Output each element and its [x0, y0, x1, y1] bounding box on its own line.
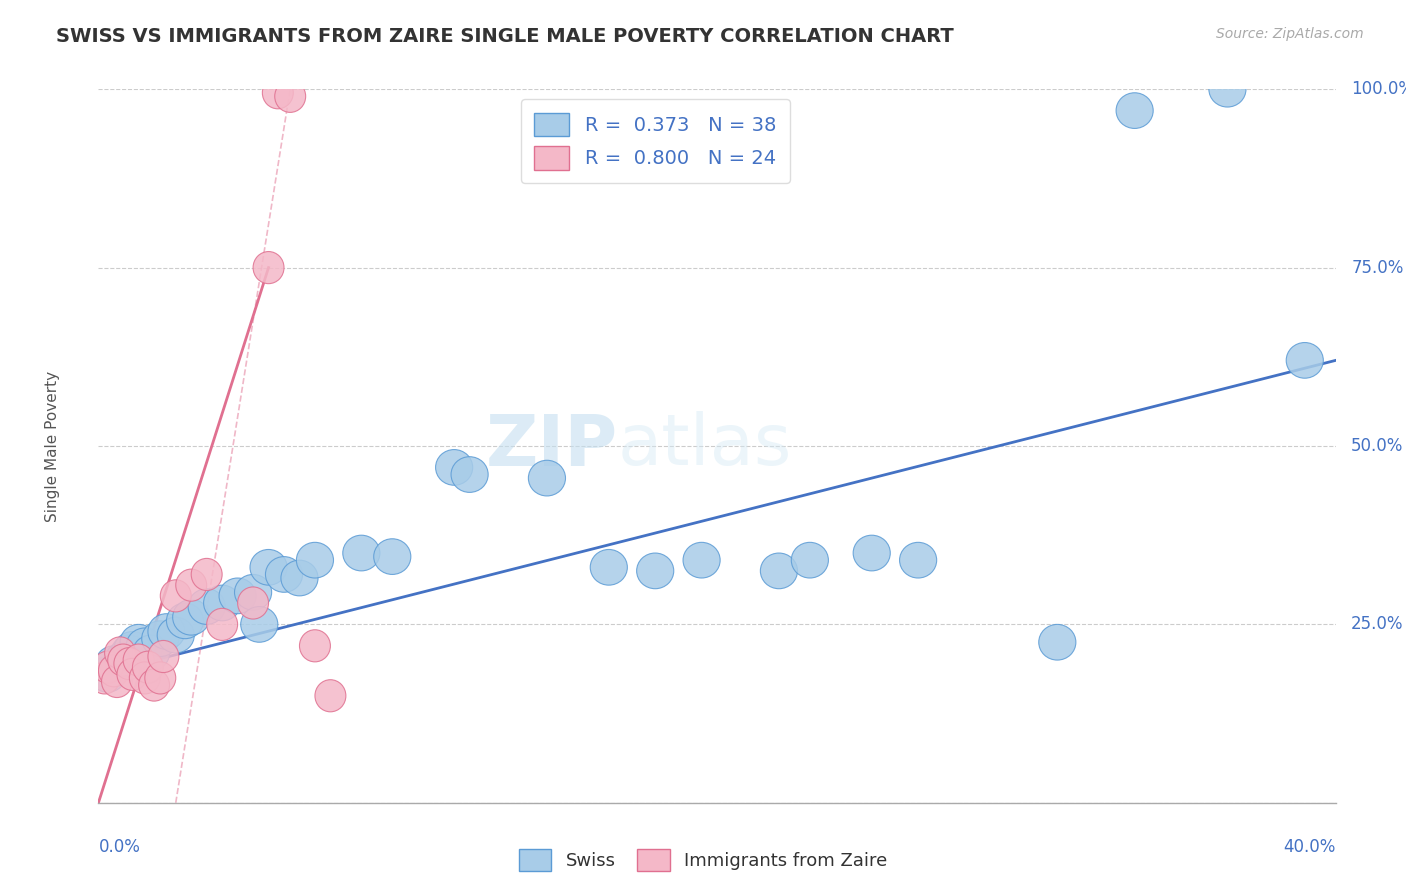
Ellipse shape: [235, 574, 271, 610]
Ellipse shape: [96, 646, 132, 681]
Ellipse shape: [436, 450, 472, 485]
Text: 25.0%: 25.0%: [1351, 615, 1403, 633]
Ellipse shape: [176, 569, 207, 601]
Ellipse shape: [792, 542, 828, 578]
Ellipse shape: [145, 662, 176, 694]
Ellipse shape: [266, 557, 302, 592]
Text: Single Male Poverty: Single Male Poverty: [45, 370, 59, 522]
Ellipse shape: [132, 635, 170, 671]
Ellipse shape: [240, 607, 278, 642]
Ellipse shape: [89, 662, 120, 694]
Ellipse shape: [297, 542, 333, 578]
Ellipse shape: [281, 560, 318, 596]
Ellipse shape: [637, 553, 673, 589]
Ellipse shape: [683, 542, 720, 578]
Ellipse shape: [191, 558, 222, 591]
Ellipse shape: [253, 252, 284, 284]
Ellipse shape: [1286, 343, 1323, 378]
Ellipse shape: [204, 585, 240, 621]
Legend: R =  0.373   N = 38, R =  0.800   N = 24: R = 0.373 N = 38, R = 0.800 N = 24: [520, 99, 790, 184]
Ellipse shape: [238, 587, 269, 619]
Ellipse shape: [114, 632, 150, 667]
Ellipse shape: [451, 457, 488, 492]
Text: ZIP: ZIP: [486, 411, 619, 481]
Ellipse shape: [591, 549, 627, 585]
Ellipse shape: [315, 680, 346, 712]
Text: atlas: atlas: [619, 411, 793, 481]
Ellipse shape: [274, 80, 305, 112]
Ellipse shape: [148, 640, 179, 673]
Ellipse shape: [127, 628, 163, 664]
Ellipse shape: [853, 535, 890, 571]
Ellipse shape: [219, 578, 256, 614]
Ellipse shape: [114, 648, 145, 680]
Ellipse shape: [1039, 624, 1076, 660]
Ellipse shape: [299, 630, 330, 662]
Text: 40.0%: 40.0%: [1284, 838, 1336, 856]
Ellipse shape: [139, 669, 170, 701]
Legend: Swiss, Immigrants from Zaire: Swiss, Immigrants from Zaire: [512, 842, 894, 879]
Text: Source: ZipAtlas.com: Source: ZipAtlas.com: [1216, 27, 1364, 41]
Ellipse shape: [207, 608, 238, 640]
Ellipse shape: [117, 658, 148, 690]
Text: SWISS VS IMMIGRANTS FROM ZAIRE SINGLE MALE POVERTY CORRELATION CHART: SWISS VS IMMIGRANTS FROM ZAIRE SINGLE MA…: [56, 27, 955, 45]
Ellipse shape: [111, 635, 148, 671]
Ellipse shape: [104, 637, 135, 669]
Ellipse shape: [157, 617, 194, 653]
Ellipse shape: [188, 589, 225, 624]
Ellipse shape: [93, 651, 124, 683]
Ellipse shape: [89, 657, 127, 692]
Ellipse shape: [129, 662, 160, 694]
Ellipse shape: [900, 542, 936, 578]
Ellipse shape: [1209, 71, 1246, 107]
Ellipse shape: [142, 621, 179, 657]
Text: 0.0%: 0.0%: [98, 838, 141, 856]
Ellipse shape: [120, 624, 157, 660]
Ellipse shape: [124, 644, 155, 676]
Ellipse shape: [173, 599, 209, 635]
Ellipse shape: [343, 535, 380, 571]
Ellipse shape: [98, 655, 129, 687]
Ellipse shape: [529, 460, 565, 496]
Ellipse shape: [132, 651, 163, 683]
Ellipse shape: [104, 642, 142, 678]
Text: 75.0%: 75.0%: [1351, 259, 1403, 277]
Ellipse shape: [108, 644, 139, 676]
Text: 100.0%: 100.0%: [1351, 80, 1406, 98]
Text: 50.0%: 50.0%: [1351, 437, 1403, 455]
Ellipse shape: [1116, 93, 1153, 128]
Ellipse shape: [148, 614, 186, 649]
Ellipse shape: [166, 603, 204, 639]
Ellipse shape: [374, 539, 411, 574]
Ellipse shape: [761, 553, 797, 589]
Ellipse shape: [250, 549, 287, 585]
Ellipse shape: [101, 665, 132, 698]
Ellipse shape: [160, 580, 191, 612]
Ellipse shape: [263, 77, 294, 109]
